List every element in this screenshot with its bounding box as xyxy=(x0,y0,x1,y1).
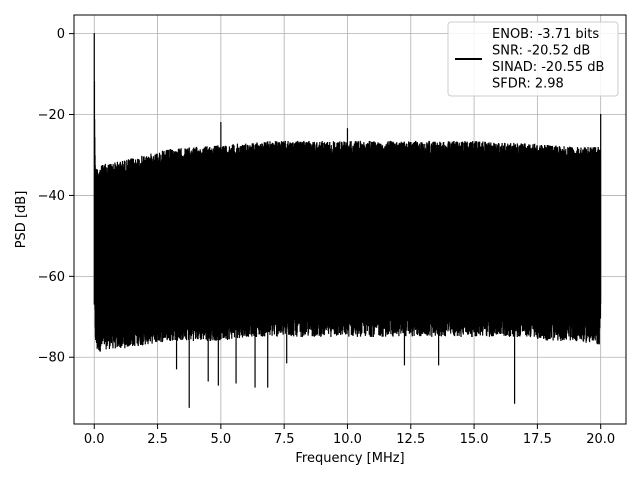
psd-series-line xyxy=(93,33,602,408)
psd-peak-point xyxy=(346,128,349,130)
x-tick-label: 7.5 xyxy=(274,432,295,447)
y-tick-label: −20 xyxy=(38,108,65,123)
x-tick-label: 20.0 xyxy=(586,432,615,447)
legend-text-line: SNR: -20.52 dB xyxy=(492,44,590,59)
x-tick-label: 15.0 xyxy=(460,432,489,447)
x-tick-label: 5.0 xyxy=(211,432,232,447)
x-tick-label: 0.0 xyxy=(84,432,105,447)
y-axis-title: PSD [dB] xyxy=(14,191,29,249)
x-tick-label: 12.5 xyxy=(396,432,425,447)
legend-box xyxy=(447,21,619,97)
psd-peak-point xyxy=(93,33,95,35)
x-axis-title: Frequency [MHz] xyxy=(295,451,404,466)
legend-text-line: SINAD: -20.55 dB xyxy=(492,60,604,75)
x-tick-label: 2.5 xyxy=(147,432,168,447)
y-tick-label: −60 xyxy=(38,270,65,285)
x-tick-label: 10.0 xyxy=(333,432,362,447)
psd-peak-point xyxy=(220,122,222,124)
x-tick-label: 17.5 xyxy=(523,432,552,447)
y-tick-label: −40 xyxy=(38,189,65,204)
y-tick-label: 0 xyxy=(57,27,65,42)
legend-text-line: ENOB: -3.71 bits xyxy=(492,27,599,42)
y-tick-label: −80 xyxy=(38,351,65,366)
axes-frame xyxy=(73,14,627,425)
legend-text-line: SFDR: 2.98 xyxy=(492,77,564,92)
psd-peak-point xyxy=(600,113,602,116)
